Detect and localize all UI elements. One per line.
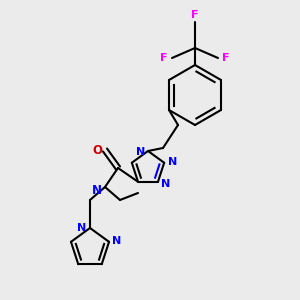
- Text: F: F: [160, 53, 168, 63]
- Text: O: O: [92, 143, 102, 157]
- Text: N: N: [136, 147, 146, 157]
- Text: N: N: [167, 157, 177, 167]
- Text: F: F: [222, 53, 230, 63]
- Text: N: N: [92, 184, 102, 196]
- Text: N: N: [112, 236, 122, 246]
- Text: N: N: [161, 179, 171, 189]
- Text: F: F: [191, 10, 199, 20]
- Text: N: N: [77, 223, 87, 233]
